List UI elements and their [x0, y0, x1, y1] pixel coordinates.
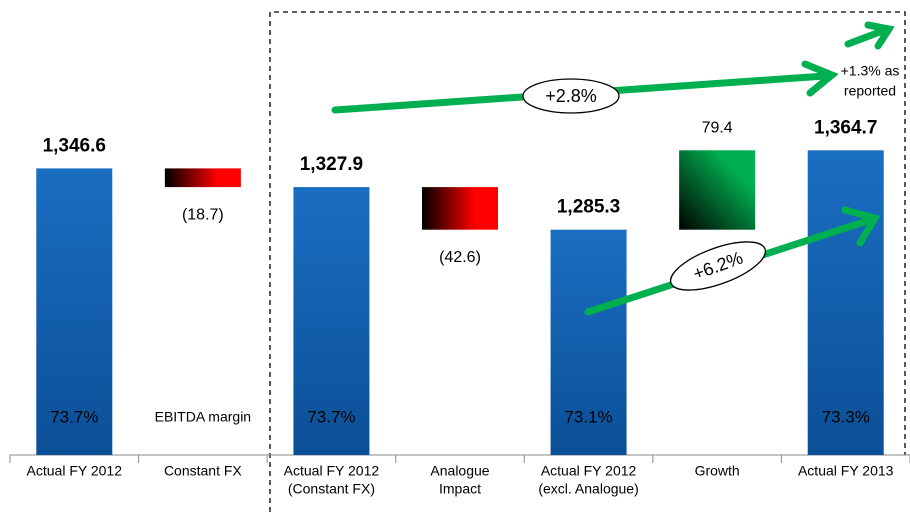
x-tick-label: Impact	[439, 481, 481, 497]
arrow-reported	[844, 26, 889, 48]
annotation-box	[522, 78, 620, 114]
value-label: 79.4	[702, 120, 733, 137]
x-tick-label: Constant FX	[164, 463, 242, 479]
value-label: 1,346.6	[43, 135, 106, 156]
annotation-box	[669, 241, 767, 291]
annotation: +2.8%	[545, 86, 597, 106]
x-tick-label: Growth	[695, 463, 740, 479]
annotation-group: +6.2%	[669, 241, 767, 291]
margin-label: 73.7%	[50, 407, 98, 426]
x-tick-label: Actual FY 2012	[541, 463, 637, 479]
bar	[36, 168, 113, 455]
x-tick-label: Actual FY 2012	[27, 463, 123, 479]
value-label: 1,327.9	[300, 154, 363, 175]
annotation: +1.3% as	[841, 63, 900, 79]
bar	[293, 187, 370, 455]
value-label: (42.6)	[439, 249, 481, 266]
x-tick-label: (Constant FX)	[288, 481, 375, 497]
margin-label: 73.1%	[564, 407, 612, 426]
bar	[550, 229, 627, 455]
x-tick-label: Actual FY 2012	[284, 463, 380, 479]
arrow-head	[864, 21, 895, 50]
arrow-head	[841, 206, 881, 247]
arrow-head	[801, 60, 839, 97]
plot: 1,346.6 73.7% Actual FY 2012 (18.7) EBITDA m…	[9, 117, 910, 497]
value-label: (18.7)	[182, 206, 224, 223]
bar	[164, 168, 241, 188]
value-label: 1,364.7	[814, 117, 877, 138]
bar	[422, 187, 498, 230]
bar	[679, 150, 756, 230]
margin-label: 73.3%	[822, 407, 870, 426]
x-tick-label: Actual FY 2013	[798, 463, 894, 479]
x-tick-label: Analogue	[430, 463, 489, 479]
margin-label: 73.7%	[307, 407, 355, 426]
value-label: 1,285.3	[557, 197, 620, 218]
x-tick-label: (excl. Analogue)	[538, 481, 638, 497]
bar	[807, 150, 884, 456]
margin-label: EBITDA margin	[155, 409, 251, 425]
annotation: reported	[844, 83, 896, 99]
